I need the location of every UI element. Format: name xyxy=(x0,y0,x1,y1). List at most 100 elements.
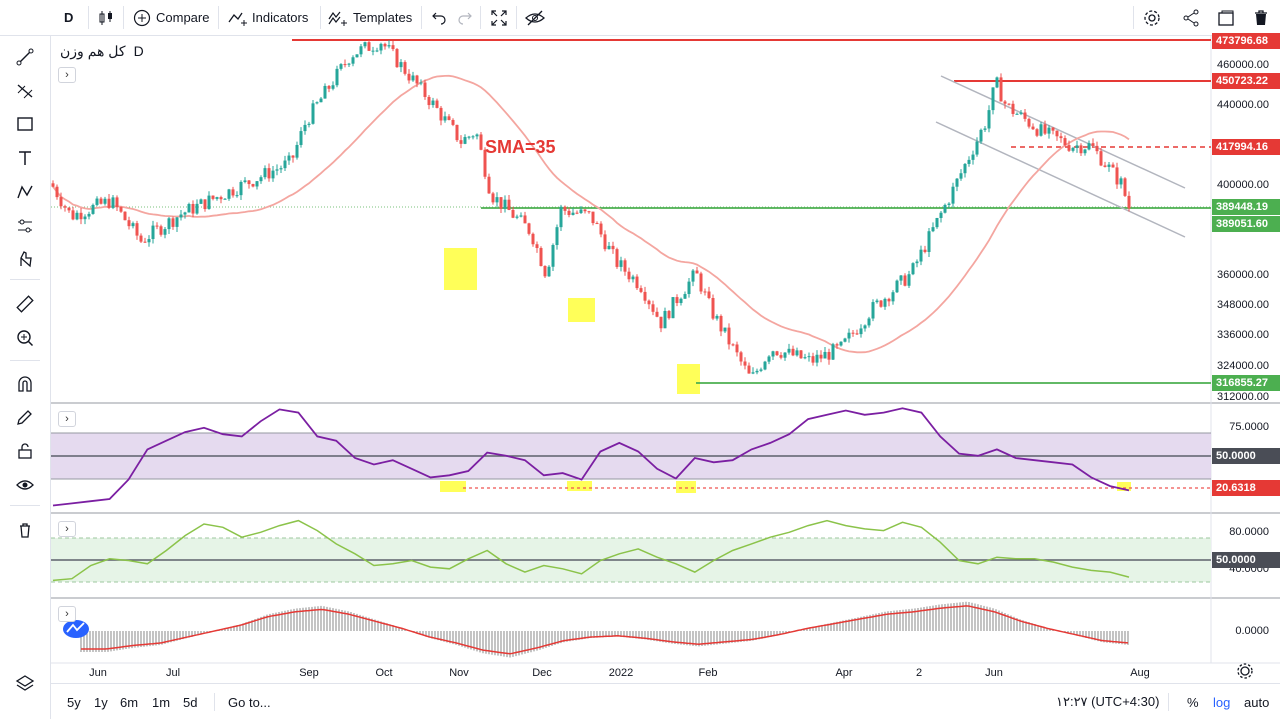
candle-body xyxy=(671,297,675,319)
candle-body xyxy=(63,206,67,208)
candle-body xyxy=(591,211,595,224)
candle-body xyxy=(499,197,503,209)
stoch-collapse-button[interactable]: › xyxy=(58,521,76,537)
candle-body xyxy=(639,288,643,292)
pencil-lock-icon[interactable] xyxy=(12,404,38,430)
range-5y[interactable]: 5y xyxy=(67,694,81,710)
price-tick: 460000.00 xyxy=(1217,59,1269,71)
fullscreen-icon[interactable] xyxy=(489,0,509,35)
candle-body xyxy=(939,212,943,219)
ruler-icon[interactable] xyxy=(12,291,38,317)
candle-body xyxy=(1083,149,1087,154)
candle-body xyxy=(883,298,887,307)
settings-icon[interactable] xyxy=(1142,0,1162,35)
price-tick: 360000.00 xyxy=(1217,269,1269,281)
redo-icon[interactable] xyxy=(457,0,473,35)
divider xyxy=(1133,6,1134,29)
settings-gear-icon[interactable] xyxy=(1237,663,1253,679)
candle-style-icon[interactable] xyxy=(97,0,115,35)
candle-body xyxy=(663,310,667,329)
rectangle-tool-icon[interactable] xyxy=(12,111,38,137)
candle-body xyxy=(203,199,207,210)
eye-icon[interactable] xyxy=(12,472,38,498)
chart-area[interactable]: SMA=35 460000.00 440000.00 400000.00 360… xyxy=(51,36,1280,683)
time-axis[interactable]: Jun Jul Sep Oct Nov Dec 2022 Feb Apr 2 J… xyxy=(89,667,1150,679)
candle-body xyxy=(1047,127,1051,134)
candle-body xyxy=(331,85,335,89)
auto-toggle[interactable]: auto xyxy=(1244,694,1270,710)
interval-button[interactable]: D xyxy=(64,10,74,25)
candle-body xyxy=(91,204,95,214)
candle-body xyxy=(511,209,515,218)
candle-body xyxy=(87,213,91,217)
collapse-legend-button[interactable]: › xyxy=(58,67,76,83)
highlight-box xyxy=(676,481,696,493)
layers-icon[interactable] xyxy=(12,670,38,696)
divider xyxy=(10,505,40,506)
compare-button[interactable]: Compare xyxy=(133,0,209,35)
divider xyxy=(1168,693,1169,711)
log-toggle[interactable]: log xyxy=(1213,694,1231,710)
candle-body xyxy=(1091,143,1095,146)
hide-drawings-icon[interactable] xyxy=(524,0,546,35)
goto-button[interactable]: Go to... xyxy=(228,694,271,710)
candle-body xyxy=(831,344,835,360)
trend-line-icon[interactable] xyxy=(12,44,38,70)
candle-body xyxy=(767,356,771,362)
plus-circle-icon xyxy=(133,9,151,26)
templates-button[interactable]: Templates xyxy=(328,0,412,35)
time-label: 2022 xyxy=(609,667,633,679)
candle-body xyxy=(111,197,115,208)
candle-body xyxy=(199,199,203,204)
candle-body xyxy=(439,107,443,121)
channel-line-upper[interactable] xyxy=(940,75,1186,189)
undo-icon[interactable] xyxy=(431,0,447,35)
timezone-label[interactable]: ۱۲:۲۷ (UTC+4:30) xyxy=(1056,694,1160,709)
percent-toggle[interactable]: % xyxy=(1187,694,1199,710)
snapshot-icon[interactable] xyxy=(1216,0,1236,35)
candle-body xyxy=(755,370,759,373)
share-icon[interactable] xyxy=(1181,0,1201,35)
divider xyxy=(123,6,124,29)
range-6m[interactable]: 6m xyxy=(120,694,139,710)
price-tick: 348000.00 xyxy=(1217,299,1269,311)
range-5d[interactable]: 5d xyxy=(183,694,198,710)
candle-body xyxy=(635,276,639,289)
macd-collapse-button[interactable]: › xyxy=(58,606,76,622)
rsi-collapse-button[interactable]: › xyxy=(58,411,76,427)
hand-icon[interactable] xyxy=(12,246,38,272)
magnet-icon[interactable] xyxy=(12,371,38,397)
candle-body xyxy=(235,195,239,197)
trash-icon[interactable] xyxy=(1251,0,1271,35)
trash-icon[interactable] xyxy=(12,517,38,543)
candle-body xyxy=(383,43,387,47)
forecast-tool-icon[interactable] xyxy=(12,213,38,239)
indicators-button[interactable]: Indicators xyxy=(228,0,308,35)
candle-body xyxy=(923,249,927,252)
candle-body xyxy=(451,119,455,125)
range-1m[interactable]: 1m xyxy=(152,694,171,710)
candle-body xyxy=(523,215,527,224)
candle-body xyxy=(327,85,331,89)
candle-body xyxy=(263,168,267,178)
candle-body xyxy=(791,348,795,356)
fib-tool-icon[interactable] xyxy=(12,78,38,104)
unlock-icon[interactable] xyxy=(12,438,38,464)
text-tool-icon[interactable] xyxy=(12,145,38,171)
time-label: 2 xyxy=(916,667,922,679)
logo-icon xyxy=(63,620,89,638)
symbol-legend[interactable]: D کل هم وزن xyxy=(60,43,144,60)
candle-body xyxy=(895,280,899,293)
divider xyxy=(421,6,422,29)
candle-body xyxy=(427,96,431,106)
candle-body xyxy=(519,215,523,217)
range-1y[interactable]: 1y xyxy=(94,694,108,710)
pattern-tool-icon[interactable] xyxy=(12,179,38,205)
zoom-in-icon[interactable] xyxy=(12,325,38,351)
indicators-label: Indicators xyxy=(252,10,309,25)
candle-body xyxy=(595,223,599,225)
candle-body xyxy=(651,304,655,312)
candle-body xyxy=(423,82,427,97)
candle-body xyxy=(611,245,615,250)
candle-body xyxy=(607,245,611,250)
